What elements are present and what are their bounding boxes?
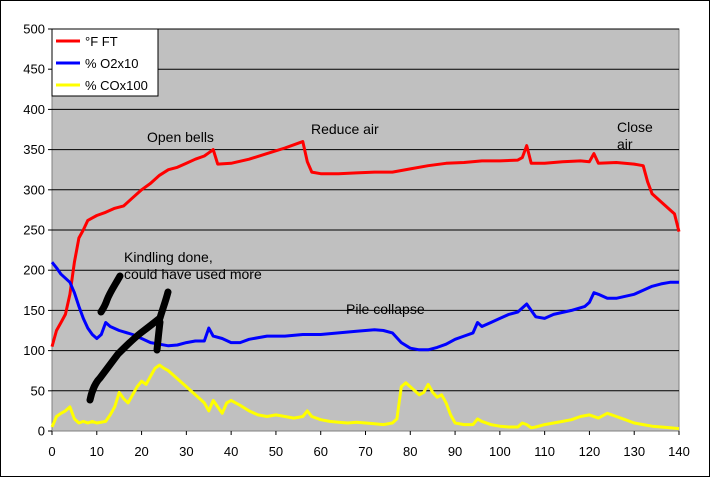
x-axis-ticks: 0 10 20 30 40 50 60 70 80 90 100 110 120 130 140 (48, 431, 690, 459)
x-tick-label: 90 (448, 444, 462, 459)
y-tick-label: 150 (23, 303, 45, 318)
x-tick-label: 40 (224, 444, 238, 459)
y-tick-label: 450 (23, 62, 45, 77)
x-tick-label: 100 (489, 444, 511, 459)
y-tick-label: 350 (23, 142, 45, 157)
x-tick-label: 10 (90, 444, 104, 459)
y-tick-label: 50 (31, 383, 45, 398)
annotation-kindling-line1: Kindling done, (124, 249, 213, 265)
legend: °F FT % O2x10 % COx100 (51, 28, 159, 97)
legend-label-temperature: °F FT (85, 34, 118, 49)
y-tick-label: 100 (23, 343, 45, 358)
y-tick-label: 250 (23, 223, 45, 238)
x-tick-label: 110 (534, 444, 555, 459)
hand-drawn-arrow-stroke (97, 272, 124, 316)
series-lines (50, 140, 681, 431)
hand-drawn-marks (86, 272, 172, 404)
hand-drawn-tick-stroke (153, 318, 164, 354)
x-tick-label: 0 (48, 444, 55, 459)
hand-drawn-bracket-stroke (86, 288, 172, 404)
x-tick-label: 70 (358, 444, 372, 459)
x-tick-label: 80 (403, 444, 417, 459)
annotation-open-bells: Open bells (147, 129, 214, 145)
x-tick-label: 120 (579, 444, 601, 459)
x-tick-label: 50 (269, 444, 283, 459)
annotation-close-air-line1: Close (617, 119, 653, 135)
x-tick-label: 140 (668, 444, 690, 459)
x-tick-label: 30 (179, 444, 193, 459)
annotation-kindling-line2: could have used more (124, 266, 262, 282)
x-tick-label: 130 (623, 444, 645, 459)
y-tick-label: 200 (23, 263, 45, 278)
annotation-pile-collapse: Pile collapse (346, 301, 425, 317)
y-tick-label: 400 (23, 102, 45, 117)
series-line-temperature (50, 140, 681, 348)
annotation-close-air-line2: air (617, 136, 633, 152)
y-tick-label: 0 (38, 424, 45, 439)
legend-label-carbon-monoxide: % COx100 (85, 78, 148, 93)
series-line-oxygen (50, 261, 679, 352)
legend-label-oxygen: % O2x10 (85, 56, 138, 71)
y-tick-label: 500 (23, 22, 45, 37)
y-axis-ticks: 0 50 100 150 200 250 300 350 400 450 500 (23, 22, 52, 439)
y-tick-label: 300 (23, 182, 45, 197)
annotation-reduce-air: Reduce air (311, 121, 379, 137)
x-tick-label: 60 (313, 444, 327, 459)
x-tick-label: 20 (134, 444, 148, 459)
gridlines (52, 28, 679, 392)
series-line-carbon-monoxide (50, 363, 680, 431)
